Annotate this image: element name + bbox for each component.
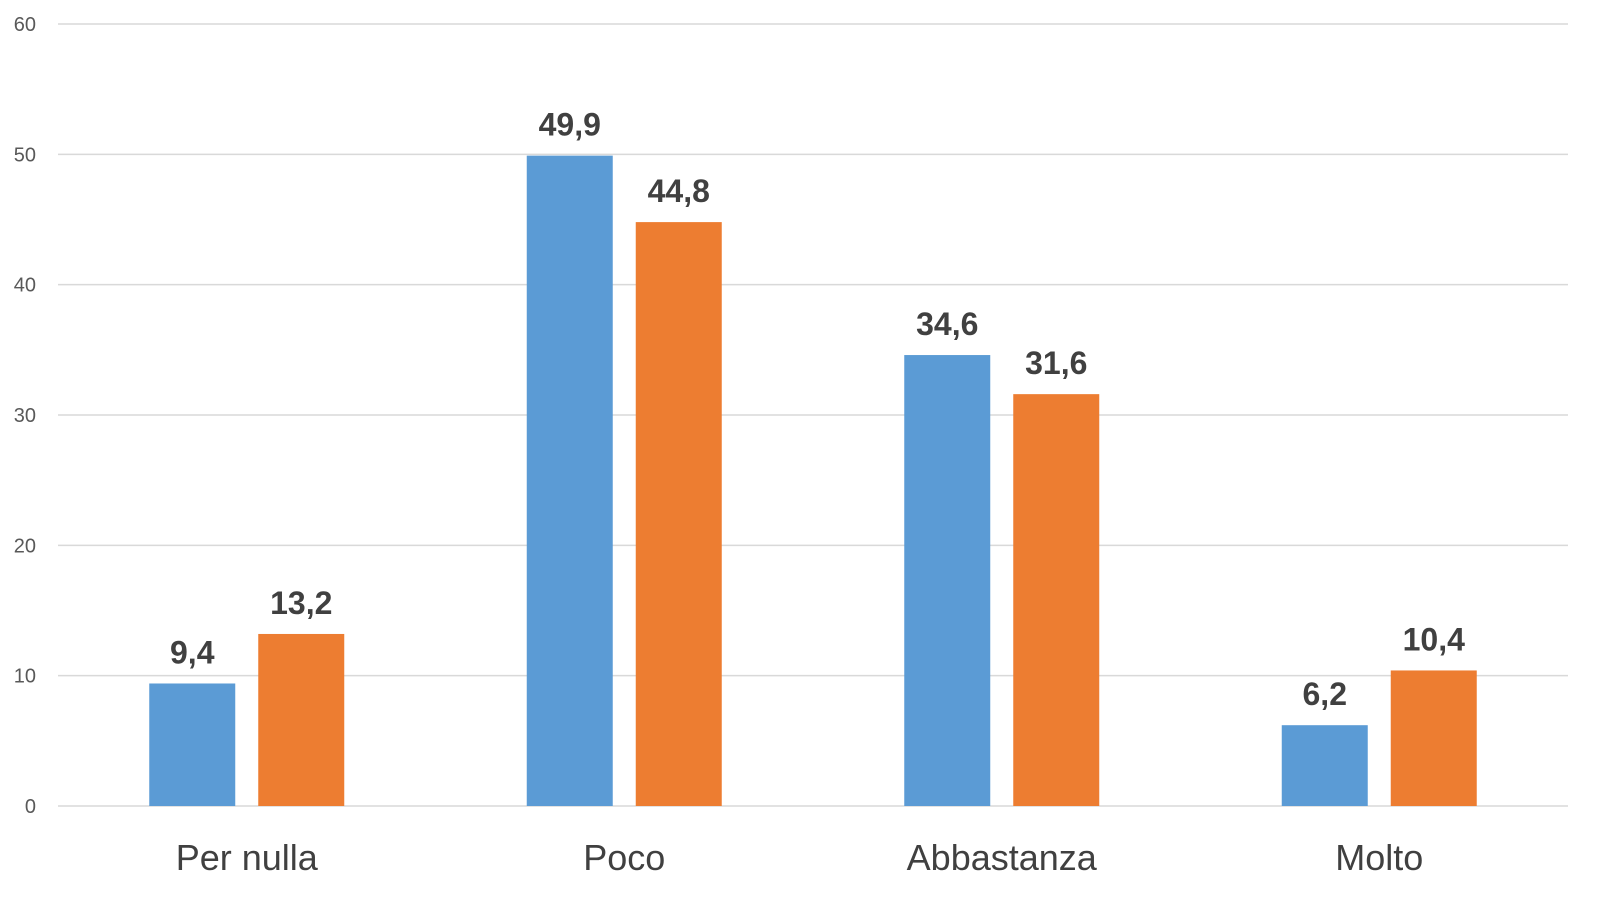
data-label: 31,6	[1025, 345, 1087, 381]
x-tick-label: Abbastanza	[907, 837, 1098, 878]
bar-series2-molto	[1390, 670, 1477, 806]
y-tick-label: 40	[14, 275, 36, 297]
x-tick-label: Per nulla	[176, 837, 319, 878]
data-label: 44,8	[648, 173, 710, 209]
data-label: 34,6	[916, 306, 978, 342]
y-tick-label: 10	[14, 666, 36, 688]
x-tick-label: Poco	[583, 837, 665, 878]
x-tick-label: Molto	[1335, 837, 1423, 878]
data-label: 13,2	[270, 585, 332, 621]
y-tick-label: 60	[14, 14, 36, 36]
data-label: 9,4	[170, 634, 215, 670]
bar-series1-molto	[1281, 725, 1368, 806]
data-label: 10,4	[1403, 621, 1465, 657]
y-tick-label: 0	[25, 796, 36, 818]
data-label: 49,9	[539, 107, 601, 143]
x-axis-ticks: Per nulla Poco Abbastanza Molto	[176, 837, 1424, 878]
y-axis-ticks: 0 10 20 30 40 50 60	[14, 14, 36, 818]
bar-series2-poco	[635, 222, 722, 806]
data-label: 6,2	[1303, 676, 1347, 712]
bar-series1-abbastanza	[904, 355, 991, 806]
bar-series2-abbastanza	[1013, 394, 1100, 806]
bars	[149, 155, 1477, 807]
y-tick-label: 50	[14, 144, 36, 166]
y-tick-label: 20	[14, 535, 36, 557]
bar-series1-poco	[526, 155, 613, 807]
y-tick-label: 30	[14, 405, 36, 427]
data-labels: 9,4 13,2 49,9 44,8 34,6 31,6 6,2 10,4	[170, 107, 1465, 713]
bar-series1-per-nulla	[149, 683, 236, 806]
bar-series2-per-nulla	[258, 633, 345, 806]
